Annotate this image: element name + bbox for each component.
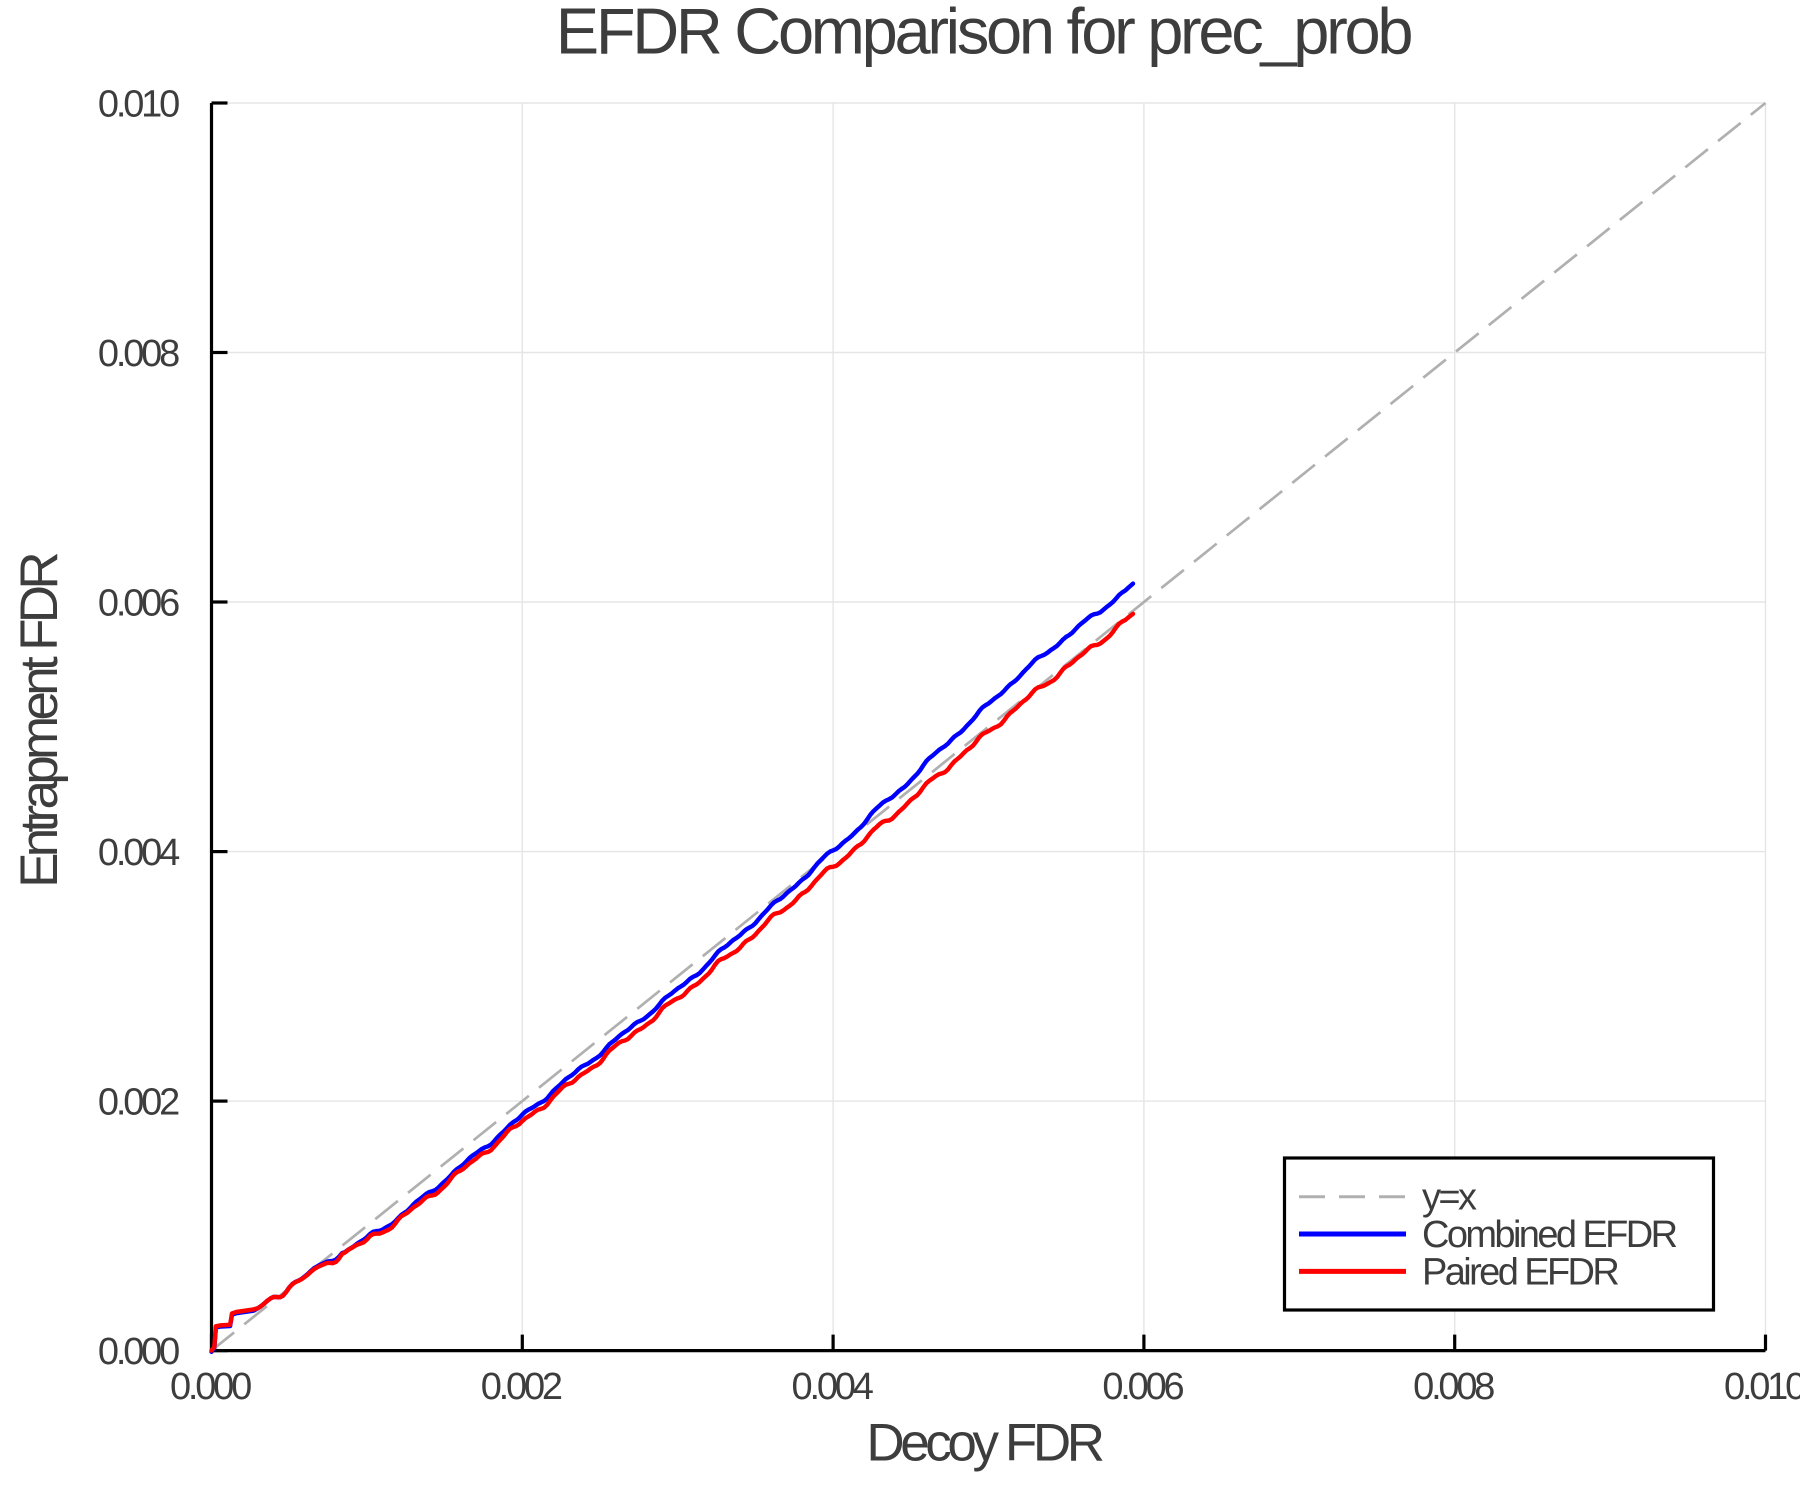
svg-text:0.006: 0.006 [98,583,179,625]
svg-text:0.000: 0.000 [98,1331,179,1373]
svg-text:0.010: 0.010 [1724,1366,1800,1408]
svg-text:0.008: 0.008 [98,333,179,375]
svg-text:y=x: y=x [1422,1177,1477,1219]
svg-text:0.008: 0.008 [1413,1366,1494,1408]
svg-text:Paired EFDR: Paired EFDR [1422,1251,1618,1293]
svg-text:EFDR Comparison for prec_prob: EFDR Comparison for prec_prob [556,0,1412,68]
svg-text:Entrapment FDR: Entrapment FDR [10,554,69,888]
svg-text:Decoy FDR: Decoy FDR [866,1414,1102,1473]
svg-text:0.000: 0.000 [170,1366,251,1408]
svg-text:0.010: 0.010 [98,84,179,126]
svg-text:0.002: 0.002 [98,1082,179,1124]
svg-text:0.004: 0.004 [98,832,180,874]
svg-text:0.002: 0.002 [481,1366,562,1408]
svg-text:0.006: 0.006 [1102,1366,1183,1408]
svg-text:Combined EFDR: Combined EFDR [1422,1214,1677,1256]
svg-text:0.004: 0.004 [792,1366,874,1408]
